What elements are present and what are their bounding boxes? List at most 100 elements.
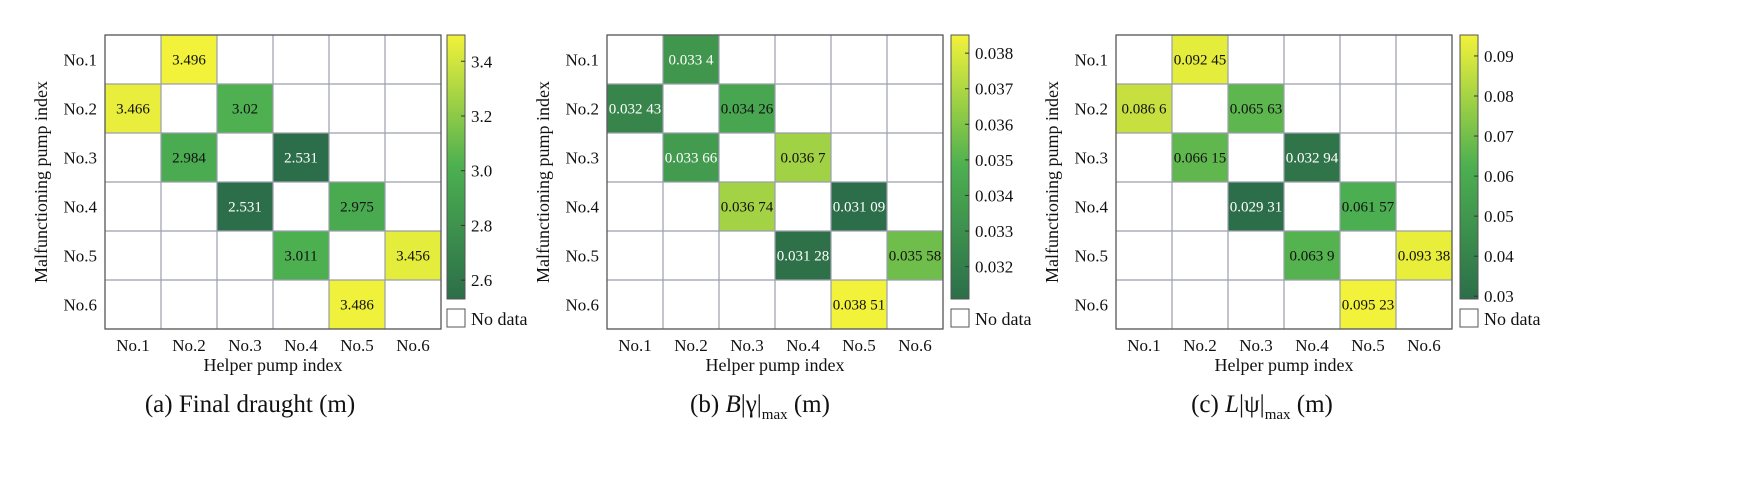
heatmap-cell <box>1116 84 1172 133</box>
plot-border <box>1115 34 1453 330</box>
cell-value-label: 0.063 9 <box>1290 249 1335 265</box>
cell-value-label: 0.036 7 <box>781 151 827 167</box>
x-tick-label: No.6 <box>898 336 932 355</box>
colorbar-tick-label: 3.0 <box>471 162 492 181</box>
x-tick-label: No.3 <box>730 336 764 355</box>
heatmap-cell <box>273 231 329 280</box>
colorbar-tick-label: 0.05 <box>1484 207 1514 226</box>
y-axis-label: Malfunctioning pump index <box>31 81 51 283</box>
no-data-swatch <box>1459 308 1479 328</box>
x-tick-label: No.1 <box>618 336 652 355</box>
x-tick-label: No.3 <box>1239 336 1273 355</box>
colorbar-tick-label: 0.07 <box>1484 127 1514 146</box>
colorbar-tick-label: 0.08 <box>1484 87 1514 106</box>
heatmap-panel-1: 3.496 3.466 3.02 2.984 2.531 2.531 2.975 3.011 3… <box>31 34 527 418</box>
y-tick-label: No.2 <box>63 100 97 119</box>
heatmap-cell <box>217 84 273 133</box>
heatmap-cell <box>1172 133 1228 182</box>
y-tick-label: No.3 <box>1074 149 1108 168</box>
x-axis-label: Helper pump index <box>204 355 343 375</box>
x-tick-label: No.2 <box>1183 336 1217 355</box>
heatmap-cell <box>663 35 719 84</box>
colorbar-tick-label: 0.06 <box>1484 167 1514 186</box>
cell-value-label: 0.032 94 <box>1286 151 1339 167</box>
cell-value-label: 0.031 28 <box>777 249 830 265</box>
plot-border <box>104 34 442 330</box>
heatmap-cell <box>329 182 385 231</box>
x-axis-label: Helper pump index <box>1215 355 1354 375</box>
heatmap-cell <box>1284 133 1340 182</box>
y-tick-label: No.4 <box>565 198 599 217</box>
colorbar <box>950 34 970 300</box>
y-tick-label: No.4 <box>1074 198 1108 217</box>
y-tick-label: No.6 <box>63 296 97 315</box>
heatmap-cell <box>663 133 719 182</box>
y-tick-label: No.2 <box>1074 100 1108 119</box>
heatmap-cell <box>719 84 775 133</box>
cell-value-label: 3.486 <box>340 298 374 314</box>
cell-value-label: 0.061 57 <box>1342 200 1395 216</box>
cell-value-label: 0.033 4 <box>669 53 715 69</box>
heatmap-cell <box>161 133 217 182</box>
cell-value-label: 3.02 <box>232 102 258 118</box>
cell-value-label: 0.036 74 <box>721 200 774 216</box>
y-tick-label: No.5 <box>1074 247 1108 266</box>
heatmap-cell <box>1396 231 1452 280</box>
colorbar-tick-label: 0.034 <box>975 186 1014 205</box>
y-axis-label: Malfunctioning pump index <box>533 81 553 283</box>
cell-value-label: 0.065 63 <box>1230 102 1283 118</box>
x-tick-label: No.3 <box>228 336 262 355</box>
x-tick-label: No.2 <box>674 336 708 355</box>
x-tick-label: No.5 <box>842 336 876 355</box>
y-tick-label: No.5 <box>63 247 97 266</box>
cell-value-label: 0.034 26 <box>721 102 774 118</box>
heatmap-cell <box>1228 84 1284 133</box>
x-tick-label: No.6 <box>396 336 430 355</box>
panel-caption: (a) Final draught (m) <box>145 391 355 418</box>
cell-value-label: 0.029 31 <box>1230 200 1283 216</box>
no-data-label: No data <box>471 309 527 329</box>
cell-value-label: 0.086 6 <box>1122 102 1168 118</box>
plot-border <box>606 34 944 330</box>
x-tick-label: No.4 <box>284 336 318 355</box>
heatmap-cell <box>329 280 385 329</box>
panel-caption: (c) L|ψ|max (m) <box>1191 391 1333 423</box>
x-tick-label: No.5 <box>1351 336 1385 355</box>
heatmap-cell <box>105 84 161 133</box>
y-tick-label: No.1 <box>565 51 599 70</box>
heatmap-cell <box>719 182 775 231</box>
cell-value-label: 3.466 <box>116 102 150 118</box>
cell-value-label: 2.531 <box>228 200 262 216</box>
y-tick-label: No.6 <box>1074 296 1108 315</box>
colorbar-tick-label: 0.04 <box>1484 247 1514 266</box>
y-tick-label: No.4 <box>63 198 97 217</box>
heatmap-cell <box>217 182 273 231</box>
x-tick-label: No.1 <box>1127 336 1161 355</box>
colorbar-tick-label: 0.037 <box>975 80 1014 99</box>
cell-value-label: 0.032 43 <box>609 102 662 118</box>
heatmap-cell <box>1340 182 1396 231</box>
cell-value-label: 2.984 <box>172 151 206 167</box>
y-tick-label: No.3 <box>63 149 97 168</box>
panel-caption: (b) B|γ|max (m) <box>690 391 830 423</box>
heatmap-cell <box>273 133 329 182</box>
heatmap-cell <box>385 231 441 280</box>
y-tick-label: No.2 <box>565 100 599 119</box>
colorbar-tick-label: 0.032 <box>975 258 1013 277</box>
cell-value-label: 0.095 23 <box>1342 298 1395 314</box>
heatmap-cell <box>607 84 663 133</box>
colorbar-tick-label: 2.8 <box>471 216 492 235</box>
colorbar-tick-label: 0.035 <box>975 151 1013 170</box>
cell-value-label: 3.011 <box>284 249 317 265</box>
colorbar <box>446 34 466 300</box>
cell-value-label: 0.038 51 <box>833 298 886 314</box>
cell-value-label: 2.531 <box>284 151 318 167</box>
cell-value-label: 0.092 45 <box>1174 53 1227 69</box>
y-tick-label: No.3 <box>565 149 599 168</box>
heatmap-panel-3: 0.092 45 0.086 6 0.065 63 0.066 15 0.032 94 0… <box>1042 34 1540 423</box>
cell-value-label: 0.066 15 <box>1174 151 1227 167</box>
heatmap-cell <box>831 182 887 231</box>
cell-value-label: 0.035 58 <box>889 249 942 265</box>
heatmap-cell <box>1340 280 1396 329</box>
